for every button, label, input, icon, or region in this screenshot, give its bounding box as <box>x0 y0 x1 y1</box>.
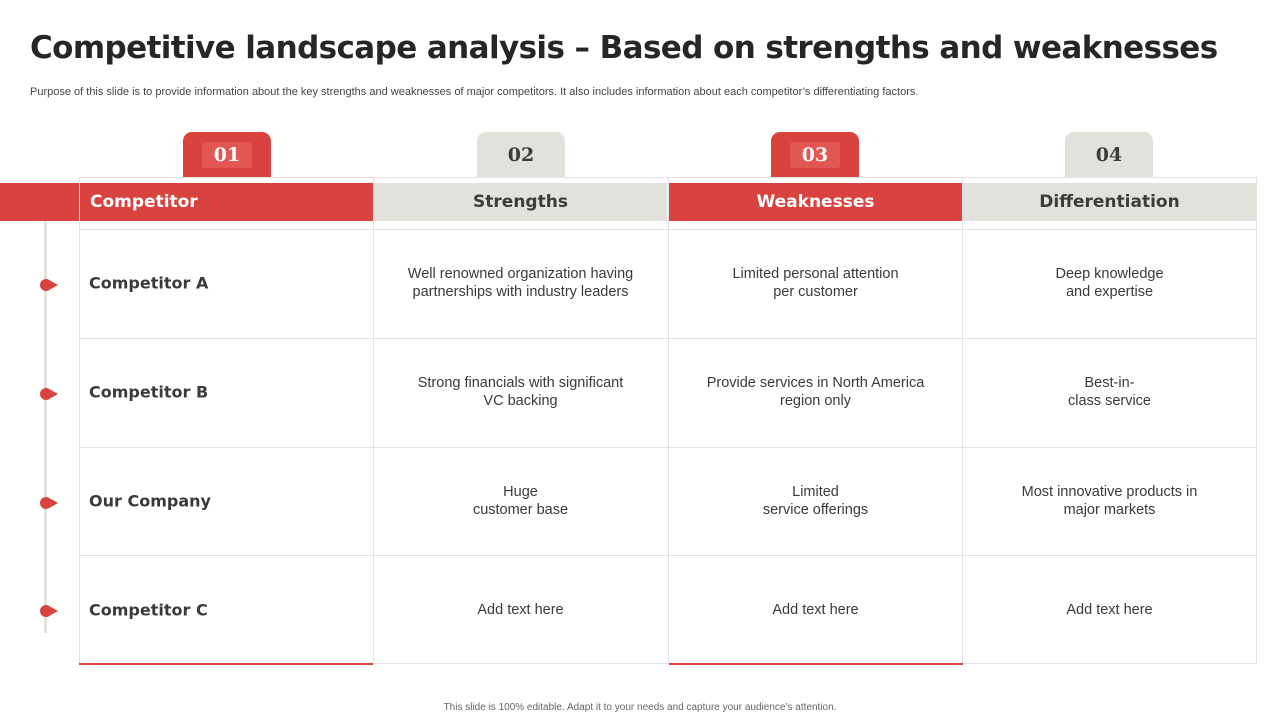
column-divider <box>668 177 669 664</box>
tab-04: 04 <box>1065 132 1153 177</box>
column-bottom-accent <box>79 663 373 665</box>
row-divider <box>79 447 1257 448</box>
cell-competitor-c-differentiation: Add text here <box>1066 602 1153 618</box>
header-weaknesses: Weaknesses <box>669 183 962 221</box>
tab-02: 02 <box>477 132 565 177</box>
row-competitor-a-label: Competitor A <box>89 273 209 293</box>
tab-01-number: 01 <box>201 141 253 168</box>
cell-competitor-c-strengths: Add text here <box>477 602 564 618</box>
timeline-marker <box>40 387 62 401</box>
row-competitor-c-label: Competitor C <box>89 600 208 620</box>
cell-our-company-strengths: Huge customer base <box>472 484 569 518</box>
page-subtitle: Purpose of this slide is to provide info… <box>30 86 919 98</box>
cell-competitor-c-weaknesses: Add text here <box>772 602 859 618</box>
tab-03: 03 <box>771 132 859 177</box>
column-bottom-accent <box>669 663 963 665</box>
cell-our-company-differentiation: Most innovative products in major market… <box>1021 484 1198 518</box>
row-competitor-b-label: Competitor B <box>89 382 209 402</box>
timeline-marker <box>40 496 62 510</box>
column-divider <box>373 177 374 664</box>
timeline-marker <box>40 278 62 292</box>
cell-competitor-a-strengths: Well renowned organization having partne… <box>407 266 634 300</box>
footer-note: This slide is 100% editable. Adapt it to… <box>443 702 837 713</box>
timeline-line <box>44 221 47 633</box>
cell-competitor-b-strengths: Strong financials with significant VC ba… <box>417 375 624 409</box>
row-divider <box>79 555 1257 556</box>
page-title: Competitive landscape analysis – Based o… <box>30 30 1218 66</box>
header-differentiation: Differentiation <box>963 183 1256 221</box>
header-competitor: Competitor <box>80 183 373 221</box>
tab-01: 01 <box>183 132 271 177</box>
cell-competitor-b-weaknesses: Provide services in North America region… <box>706 375 925 409</box>
timeline-marker <box>40 604 62 618</box>
cell-competitor-a-differentiation: Deep knowledge and expertise <box>1055 266 1164 300</box>
cell-competitor-b-differentiation: Best-in- class service <box>1068 375 1151 409</box>
row-divider <box>79 338 1257 339</box>
cell-our-company-weaknesses: Limited service offerings <box>762 484 869 518</box>
row-divider <box>79 229 1257 230</box>
header-strengths: Strengths <box>374 183 667 221</box>
tab-03-number: 03 <box>789 141 841 168</box>
column-divider <box>962 177 963 664</box>
cell-competitor-a-weaknesses: Limited personal attention per customer <box>732 266 899 300</box>
accent-band <box>0 183 80 221</box>
row-our-company-label: Our Company <box>89 491 211 511</box>
